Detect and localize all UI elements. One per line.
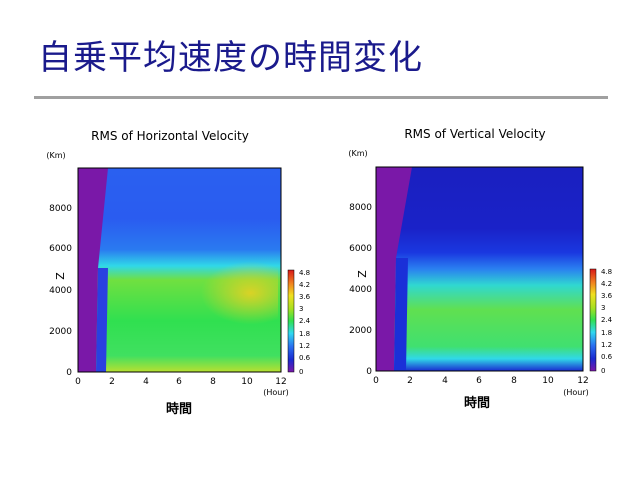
x-axis-label: 時間: [166, 402, 193, 417]
y-tick-label: 4000: [49, 286, 72, 296]
vertical-velocity-panel: RMS of Vertical Velocity (Km) Z 0 2000 4…: [320, 118, 630, 418]
y-tick-label: 4000: [349, 285, 372, 295]
colorbar-tick: 3: [299, 305, 303, 313]
x-tick-label: 12: [275, 377, 286, 387]
colorbar-tick: 4.2: [299, 281, 310, 289]
x-tick-label: 2: [407, 376, 413, 386]
y-tick-label: 2000: [349, 326, 372, 336]
colorbar-tick: 4.8: [299, 269, 310, 277]
heatmap-edge-region: [96, 268, 108, 372]
y-tick-label: 6000: [49, 244, 72, 254]
colorbar: [589, 268, 597, 372]
colorbar-tick: 1.8: [601, 329, 612, 337]
y-axis-label: Z: [356, 270, 369, 278]
colorbar-tick: 0: [299, 368, 303, 376]
x-tick-label: 6: [176, 377, 182, 387]
y-tick-label: 0: [366, 367, 372, 377]
heatmap-purple-region: [376, 167, 412, 371]
y-tick-label: 2000: [49, 327, 72, 337]
plot-title: RMS of Vertical Velocity: [404, 127, 545, 141]
x-tick-label: 0: [75, 377, 81, 387]
vertical-velocity-plot: RMS of Vertical Velocity (Km) Z 0 2000 4…: [348, 127, 613, 397]
colorbar-tick: 2.4: [601, 316, 613, 324]
y-unit-label: (Km): [348, 149, 367, 158]
x-tick-label: 6: [476, 376, 482, 386]
plot-title: RMS of Horizontal Velocity: [91, 129, 249, 143]
title-divider: [34, 96, 608, 99]
horizontal-velocity-plot: RMS of Horizontal Velocity (Km) Z 0 2000…: [46, 129, 311, 397]
horizontal-velocity-panel: RMS of Horizontal Velocity (Km) Z 0 2000…: [18, 118, 328, 418]
colorbar-tick: 0: [601, 367, 605, 375]
x-unit-label: (Hour): [263, 388, 289, 397]
heatmap-edge-region: [394, 258, 408, 371]
x-tick-label: 0: [373, 376, 379, 386]
heatmap-hot-region: [168, 258, 278, 328]
x-tick-label: 4: [442, 376, 448, 386]
y-axis-label: Z: [54, 272, 67, 280]
x-tick-label: 12: [577, 376, 588, 386]
colorbar-tick: 1.2: [299, 342, 310, 350]
slide-title: 自乗平均速度の時間変化: [38, 38, 423, 78]
colorbar-tick: 4.2: [601, 280, 612, 288]
x-tick-label: 10: [241, 377, 253, 387]
y-tick-label: 8000: [349, 203, 372, 213]
plot-frame: [77, 167, 282, 373]
x-tick-label: 8: [210, 377, 216, 387]
heatmap-field: [376, 167, 583, 371]
colorbar-tick: 3.6: [601, 292, 613, 300]
y-tick-label: 0: [66, 368, 72, 378]
x-tick-label: 2: [109, 377, 115, 387]
x-unit-label: (Hour): [563, 388, 589, 397]
colorbar-tick: 3: [601, 304, 605, 312]
colorbar-tick: 3.6: [299, 293, 311, 301]
plot-frame: [375, 166, 584, 372]
y-tick-label: 6000: [349, 244, 372, 254]
x-tick-label: 10: [542, 376, 554, 386]
y-unit-label: (Km): [46, 151, 65, 160]
colorbar: [287, 269, 295, 373]
x-tick-label: 8: [511, 376, 517, 386]
colorbar-tick: 1.2: [601, 341, 612, 349]
heatmap-purple-region: [78, 168, 108, 372]
x-tick-label: 4: [143, 377, 149, 387]
colorbar-tick: 2.4: [299, 317, 311, 325]
y-tick-label: 8000: [49, 204, 72, 214]
colorbar-tick: 0.6: [601, 353, 613, 361]
colorbar-tick: 0.6: [299, 354, 311, 362]
colorbar-tick: 4.8: [601, 268, 612, 276]
x-axis-label: 時間: [464, 396, 491, 411]
colorbar-tick: 1.8: [299, 330, 310, 338]
